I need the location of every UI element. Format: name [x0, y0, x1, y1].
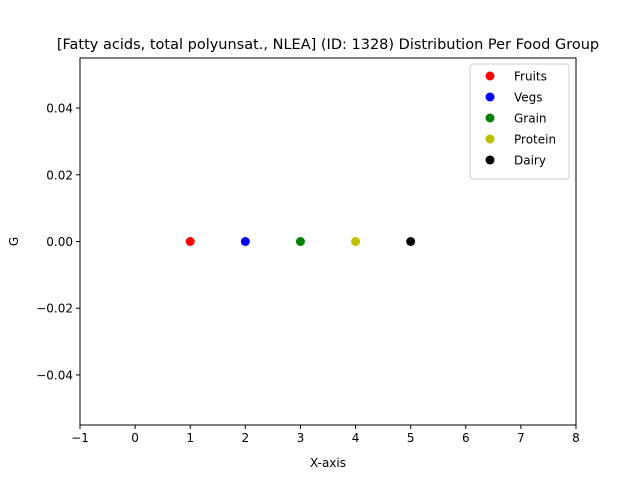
legend-marker: [485, 71, 495, 81]
data-point-fruits: [185, 237, 195, 246]
legend-label: Vegs: [514, 91, 543, 105]
y-tick-label: 0.02: [46, 168, 73, 182]
y-axis-label: G: [7, 237, 21, 246]
legend-box: [469, 63, 570, 180]
data-point-protein: [351, 237, 361, 246]
legend-marker: [485, 113, 495, 123]
y-tick-label: 0.04: [46, 102, 73, 116]
x-tick-label: 8: [572, 431, 580, 445]
data-point-vegs: [240, 237, 250, 246]
legend: Fruits Vegs Grain Protein Dairy: [469, 63, 570, 180]
legend-label: Protein: [514, 133, 556, 147]
y-tick-label: −0.02: [36, 302, 73, 316]
x-tick-label: 2: [242, 431, 250, 445]
x-tick-label: 0: [131, 431, 139, 445]
chart-title: [Fatty acids, total polyunsat., NLEA] (I…: [57, 37, 599, 53]
x-axis-ticks: −1 0 1 2 3 4 5 6 7 8: [71, 425, 580, 445]
x-tick-label: 7: [517, 431, 525, 445]
legend-marker: [485, 134, 495, 144]
x-tick-label: 3: [297, 431, 305, 445]
x-tick-label: 5: [407, 431, 415, 445]
data-point-dairy: [406, 237, 416, 246]
legend-label: Fruits: [514, 70, 547, 84]
data-points: [185, 237, 416, 246]
legend-marker: [485, 155, 495, 165]
legend-label: Dairy: [514, 154, 546, 168]
x-axis-label: X-axis: [310, 456, 346, 470]
x-tick-label: 1: [186, 431, 194, 445]
y-tick-label: −0.04: [36, 368, 73, 382]
data-point-grain: [295, 237, 305, 246]
y-tick-label: 0.00: [46, 235, 73, 249]
legend-marker: [485, 92, 495, 102]
x-tick-label: −1: [71, 431, 89, 445]
y-axis-ticks: −0.04 −0.02 0.00 0.02 0.04: [36, 102, 80, 382]
x-tick-label: 6: [462, 431, 470, 445]
legend-label: Grain: [514, 112, 547, 126]
x-tick-label: 4: [352, 431, 360, 445]
